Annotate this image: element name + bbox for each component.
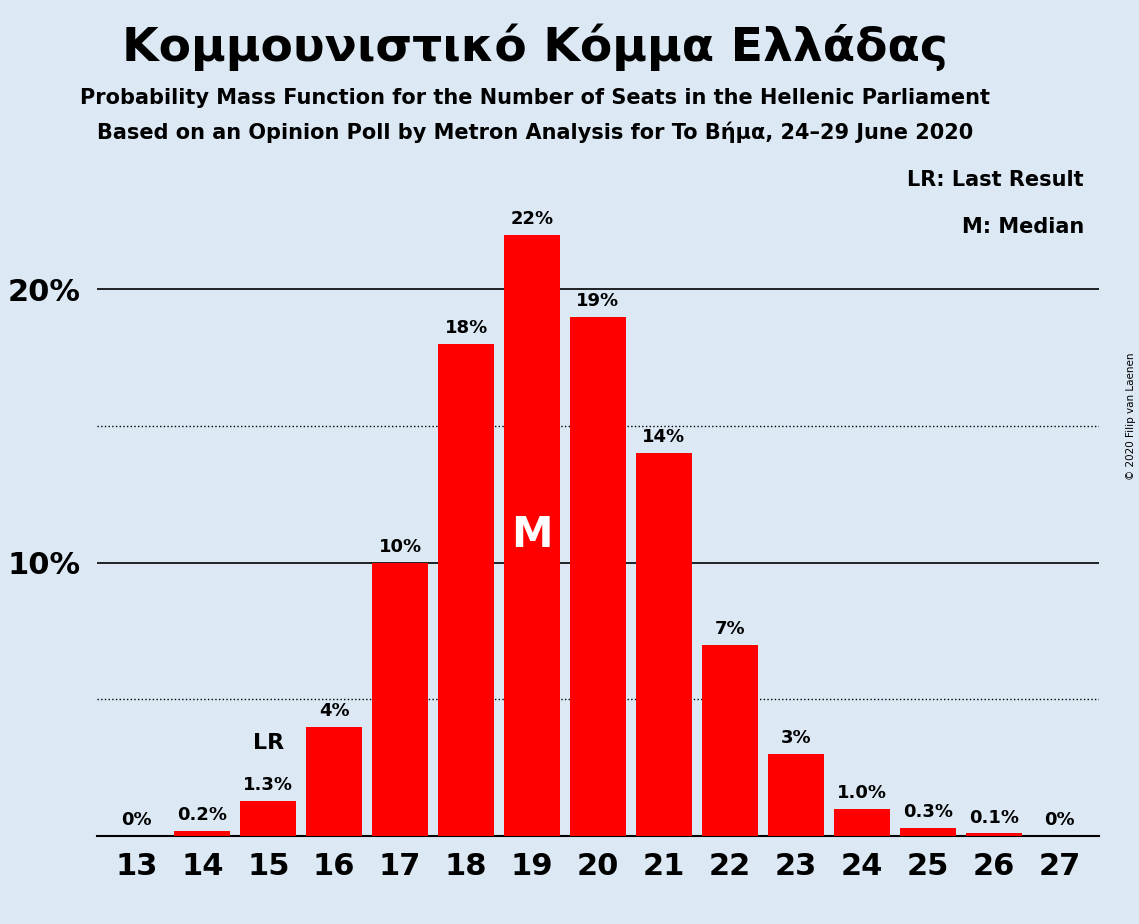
Bar — [240, 801, 296, 836]
Text: 0.3%: 0.3% — [903, 803, 952, 821]
Bar — [174, 831, 230, 836]
Text: © 2020 Filip van Laenen: © 2020 Filip van Laenen — [1126, 352, 1136, 480]
Text: 0.2%: 0.2% — [178, 806, 228, 824]
Bar — [702, 645, 757, 836]
Bar — [439, 344, 494, 836]
Text: 22%: 22% — [510, 210, 554, 227]
Text: Probability Mass Function for the Number of Seats in the Hellenic Parliament: Probability Mass Function for the Number… — [81, 88, 990, 108]
Text: 10%: 10% — [378, 538, 421, 556]
Text: 18%: 18% — [444, 319, 487, 337]
Text: M: Median: M: Median — [961, 217, 1084, 237]
Text: M: M — [511, 515, 552, 556]
Text: 3%: 3% — [780, 729, 811, 748]
Text: 1.0%: 1.0% — [837, 784, 887, 802]
Text: 0%: 0% — [1044, 811, 1075, 830]
Bar — [570, 317, 626, 836]
Bar — [372, 563, 428, 836]
Text: LR: LR — [253, 733, 284, 753]
Bar — [636, 454, 693, 836]
Text: LR: Last Result: LR: Last Result — [908, 170, 1084, 189]
Text: 19%: 19% — [576, 292, 620, 310]
Text: Based on an Opinion Poll by Metron Analysis for To Βήμα, 24–29 June 2020: Based on an Opinion Poll by Metron Analy… — [97, 122, 974, 143]
Text: 0.1%: 0.1% — [968, 808, 1018, 827]
Text: Κομμουνιστικό Κόμμα Ελλάδας: Κομμουνιστικό Κόμμα Ελλάδας — [122, 23, 949, 70]
Text: 14%: 14% — [642, 429, 686, 446]
Bar — [834, 808, 890, 836]
Bar — [768, 754, 823, 836]
Bar — [306, 727, 362, 836]
Text: 7%: 7% — [714, 620, 745, 638]
Bar — [966, 833, 1022, 836]
Bar — [900, 828, 956, 836]
Bar — [503, 235, 560, 836]
Text: 1.3%: 1.3% — [244, 776, 293, 794]
Text: 4%: 4% — [319, 702, 350, 720]
Text: 0%: 0% — [121, 811, 151, 830]
